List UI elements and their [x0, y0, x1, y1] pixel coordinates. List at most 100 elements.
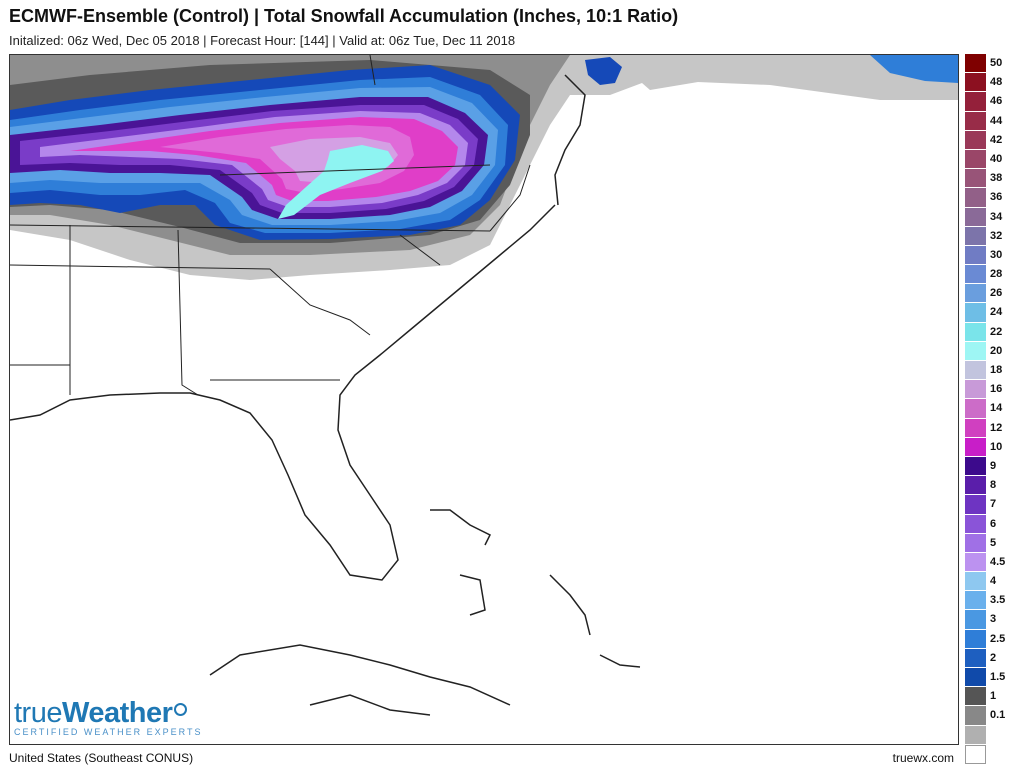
legend-swatch	[965, 687, 986, 707]
snowfall-map	[9, 54, 959, 745]
legend-swatch	[965, 610, 986, 630]
legend-label: 8	[990, 479, 997, 492]
legend-swatch	[965, 265, 986, 285]
logo-part2: Weather	[61, 697, 173, 729]
legend-item: 30	[965, 245, 1021, 266]
legend-swatch	[965, 207, 986, 227]
legend-item: 24	[965, 303, 1021, 323]
legend-swatch	[965, 169, 986, 189]
legend-label: 38	[990, 172, 1003, 185]
legend-label: 2.5	[990, 632, 1006, 645]
legend-label: 50	[990, 57, 1003, 69]
legend-label: 24	[990, 306, 1003, 319]
legend-label: 1	[990, 690, 997, 703]
legend-swatch	[965, 552, 986, 573]
legend-item: 26	[965, 284, 1021, 304]
legend-swatch	[965, 284, 986, 304]
legend-label: 36	[990, 191, 1003, 204]
legend-swatch	[965, 668, 986, 688]
legend-item: 1	[965, 687, 1021, 707]
legend-swatch	[965, 418, 986, 438]
legend-item: 3.5	[965, 591, 1021, 611]
legend-item: 9	[965, 456, 1021, 477]
legend-swatch	[965, 380, 986, 400]
legend-item: 36	[965, 188, 1021, 208]
legend-swatch	[965, 725, 986, 745]
legend-item: 46	[965, 92, 1021, 112]
legend-swatch	[965, 188, 986, 208]
legend-label: 32	[990, 229, 1003, 242]
legend-label: 0.1	[990, 709, 1006, 722]
coastline	[10, 74, 641, 716]
legend-item: 5	[965, 533, 1021, 553]
map-canvas	[10, 55, 958, 716]
legend-item: 8	[965, 476, 1021, 496]
legend-label: 16	[990, 383, 1003, 396]
legend-swatch	[965, 399, 986, 419]
legend-label: 12	[990, 421, 1003, 434]
legend-item: 3	[965, 610, 1021, 630]
legend-swatch	[965, 437, 986, 457]
state-boundaries	[10, 55, 531, 396]
legend-item: 0.1	[965, 706, 1021, 726]
legend-item: 18	[965, 361, 1021, 381]
legend-item: 10	[965, 437, 1021, 457]
map-title: ECMWF-Ensemble (Control) | Total Snowfal…	[9, 6, 679, 26]
legend-item: 28	[965, 265, 1021, 285]
legend-label: 26	[990, 287, 1003, 300]
legend-item: 34	[965, 207, 1021, 227]
legend-label: 18	[990, 364, 1003, 376]
legend-swatch	[965, 73, 986, 93]
legend-item: 22	[965, 322, 1021, 342]
snow-band-ne-blue	[585, 57, 622, 85]
legend-swatch	[965, 744, 986, 764]
legend-swatch	[965, 476, 986, 496]
legend-item: 2.5	[965, 629, 1021, 649]
logo-part1: true	[14, 697, 62, 729]
legend-label: 4.5	[990, 555, 1006, 568]
map-subtitle: Initalized: 06z Wed, Dec 05 2018 | Forec…	[9, 33, 516, 48]
legend-swatch	[965, 341, 986, 361]
legend-swatch	[965, 130, 986, 150]
snow-band-ne-blue-2	[870, 55, 958, 83]
legend-swatch	[965, 245, 986, 266]
legend-swatch	[965, 572, 986, 592]
logo-wordmark: trueWeather	[14, 697, 203, 730]
legend-label: 4	[990, 575, 997, 588]
source-link[interactable]: truewx.com	[892, 751, 954, 765]
logo-tagline: CERTIFIED WEATHER EXPERTS	[14, 727, 203, 737]
legend-label: 28	[990, 268, 1003, 281]
legend-label: 22	[990, 325, 1003, 338]
legend-swatch	[965, 54, 986, 74]
snow-band-gray-ne	[610, 55, 958, 95]
legend-label: 2	[990, 651, 997, 664]
legend-label: 48	[990, 76, 1003, 89]
legend-swatch	[965, 648, 986, 668]
legend-swatch	[965, 149, 986, 170]
legend-label: 6	[990, 517, 997, 530]
legend-item: 44	[965, 111, 1021, 131]
legend-label: 14	[990, 402, 1003, 415]
legend-swatch	[965, 629, 986, 649]
legend-swatch	[965, 456, 986, 477]
legend-swatch	[965, 361, 986, 381]
legend-label: 46	[990, 95, 1003, 108]
color-legend: 50 48 46 44 42 40 38 36 34 32 30 28 26 24 22 20 18 16 14 12…	[965, 54, 1021, 764]
legend-swatch	[965, 495, 986, 515]
legend-item: 40	[965, 149, 1021, 170]
region-label: United States (Southeast CONUS)	[9, 751, 194, 765]
legend-item: 42	[965, 130, 1021, 150]
logo-dot-icon	[174, 703, 188, 716]
legend-label: 20	[990, 344, 1003, 357]
legend-label: 42	[990, 133, 1003, 146]
legend-label: 30	[990, 248, 1003, 261]
legend-label: 3	[990, 613, 997, 626]
legend-item: 20	[965, 341, 1021, 361]
legend-swatch	[965, 303, 986, 323]
legend-item: 4.5	[965, 552, 1021, 573]
legend-label: 3.5	[990, 594, 1006, 607]
legend-label: 5	[990, 536, 997, 549]
legend-label: 7	[990, 498, 997, 511]
legend-item: 14	[965, 399, 1021, 419]
legend-item: 1.5	[965, 668, 1021, 688]
